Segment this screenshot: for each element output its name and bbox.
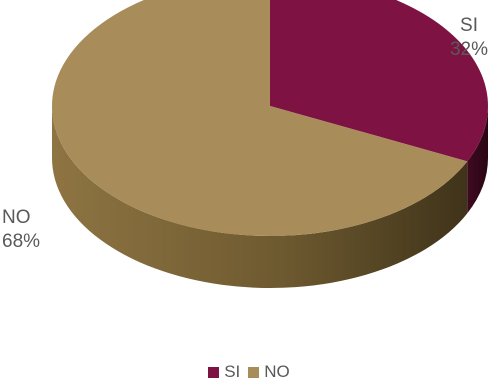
pie-side-no (52, 106, 468, 288)
data-label-si: SI 32% (440, 14, 498, 62)
legend-swatch-si (208, 366, 220, 378)
data-label-no-percent: 68% (2, 231, 41, 252)
pie-slice-no (52, 0, 468, 236)
pie-side-si (467, 106, 488, 214)
legend-label-no: NO (264, 362, 290, 381)
data-label-no: NO 68% (2, 206, 60, 254)
data-label-no-category: NO (2, 207, 31, 228)
pie-slice-si (270, 0, 488, 162)
legend-swatch-no (248, 366, 260, 378)
legend-entry-no: NO (248, 362, 290, 382)
data-label-si-category: SI (460, 15, 478, 36)
data-label-si-percent: 32% (449, 39, 489, 60)
legend-label-si: SI (224, 362, 241, 381)
legend: SI NO (0, 362, 498, 382)
legend-entry-si: SI (208, 362, 240, 382)
